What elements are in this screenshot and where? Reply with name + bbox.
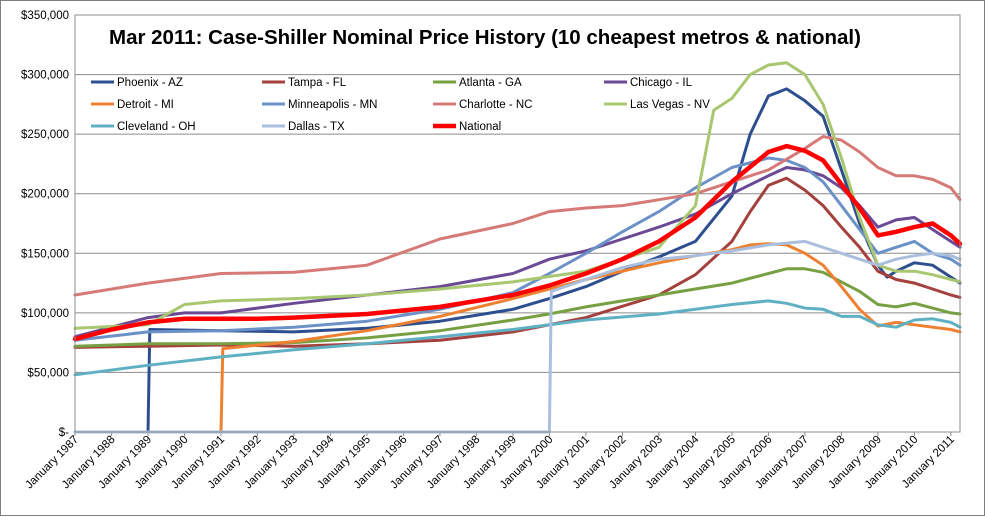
legend-label: Chicago - IL (630, 77, 693, 89)
series-line-las-vegas-nv (73, 61, 962, 330)
y-tick-label: $250,000 (21, 129, 69, 141)
y-tick-label: $200,000 (21, 189, 69, 201)
legend-label: Tampa - FL (288, 77, 347, 89)
y-tick-label: $- (59, 427, 69, 439)
y-tick-label: $100,000 (21, 308, 69, 320)
series-line-cleveland-oh (73, 299, 962, 377)
plot-area-border (74, 14, 961, 433)
y-tick-label: $50,000 (27, 367, 69, 379)
legend-label: Detroit - MI (117, 99, 174, 111)
legend-label: Minneapolis - MN (288, 99, 377, 111)
series-line-minneapolis-mn (73, 156, 962, 342)
series-line-dallas-tx (73, 239, 962, 434)
series-line-charlotte-nc (73, 135, 962, 297)
y-tick-label: $150,000 (21, 248, 69, 260)
series-line-phoenix-az (73, 87, 962, 434)
legend-label: National (459, 121, 501, 133)
series-line-atlanta-ga (73, 267, 962, 348)
legend-label: Cleveland - OH (117, 121, 196, 133)
legend-label: Dallas - TX (288, 121, 345, 133)
legend-label: Atlanta - GA (459, 77, 522, 89)
legend-label: Phoenix - AZ (117, 77, 183, 89)
y-axis-labels: $- $50,000 $100,000 $150,000 $200,000 $250,00… (21, 10, 69, 439)
chart-title: Mar 2011: Case-Shiller Nominal Price His… (109, 26, 861, 49)
series-lines (72, 61, 963, 434)
y-tick-label: $350,000 (21, 10, 69, 22)
series-line-detroit-mi (73, 242, 962, 434)
series-line-national (72, 143, 963, 342)
legend-label: Las Vegas - NV (630, 99, 710, 111)
y-tick-label: $300,000 (21, 70, 69, 82)
series-line-chicago-il (73, 166, 962, 339)
series-line-tampa-fl (73, 176, 962, 349)
legend: Phoenix - AZ Tampa - FL Atlanta - GA Chicag… (91, 77, 710, 133)
legend-label: Charlotte - NC (459, 99, 533, 111)
